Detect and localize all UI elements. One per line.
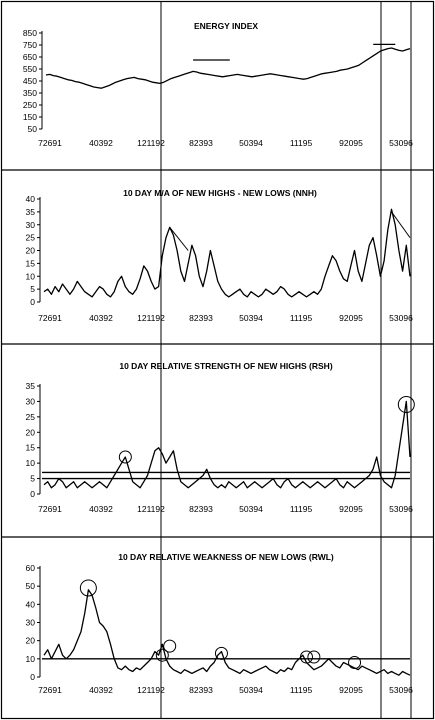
x-tick-label: 121192 bbox=[137, 685, 165, 695]
y-tick-label: 350 bbox=[23, 88, 37, 98]
x-tick-label: 40392 bbox=[89, 685, 113, 695]
y-tick-label: 550 bbox=[23, 64, 37, 74]
x-tick-label: 11195 bbox=[290, 685, 313, 695]
annotation-circle bbox=[307, 650, 321, 664]
x-tick-label: 11195 bbox=[290, 504, 313, 514]
y-tick-label: 10 bbox=[26, 654, 36, 664]
y-tick-label: 15 bbox=[26, 443, 36, 453]
series-line bbox=[43, 208, 411, 298]
y-tick-label: 750 bbox=[23, 40, 37, 50]
y-tick-label: 0 bbox=[30, 672, 35, 682]
x-tick-label: 82393 bbox=[189, 138, 213, 148]
x-tick-label: 50394 bbox=[239, 504, 263, 514]
x-tick-label: 92095 bbox=[339, 138, 363, 148]
y-tick-label: 40 bbox=[26, 599, 36, 609]
rwl-panel: 10 DAY RELATIVE WEAKNESS OF NEW LOWS (RW… bbox=[26, 552, 414, 695]
y-tick-label: 30 bbox=[26, 618, 36, 628]
y-tick-label: 50 bbox=[26, 581, 36, 591]
x-tick-label: 53096 bbox=[389, 504, 413, 514]
x-tick-label: 121192 bbox=[137, 504, 165, 514]
y-tick-label: 35 bbox=[26, 207, 36, 217]
x-tick-label: 40392 bbox=[89, 504, 113, 514]
annotation-circle bbox=[299, 650, 313, 664]
y-tick-label: 450 bbox=[23, 76, 37, 86]
x-tick-label: 92095 bbox=[339, 504, 363, 514]
x-tick-label: 72691 bbox=[38, 313, 62, 323]
y-tick-label: 850 bbox=[23, 28, 37, 38]
y-tick-label: 0 bbox=[30, 297, 35, 307]
x-tick-label: 72691 bbox=[38, 504, 62, 514]
y-tick-label: 15 bbox=[26, 258, 36, 268]
x-tick-label: 72691 bbox=[38, 138, 62, 148]
trend-line bbox=[169, 227, 189, 251]
x-tick-label: 40392 bbox=[89, 313, 113, 323]
panel-title: 10 DAY RELATIVE STRENGTH OF NEW HIGHS (R… bbox=[119, 361, 332, 371]
x-tick-label: 82393 bbox=[189, 313, 213, 323]
panel-title: ENERGY INDEX bbox=[194, 21, 258, 31]
y-tick-label: 5 bbox=[30, 284, 35, 294]
y-tick-label: 20 bbox=[26, 636, 36, 646]
y-tick-label: 35 bbox=[26, 381, 36, 391]
y-tick-label: 10 bbox=[26, 458, 36, 468]
x-tick-label: 72691 bbox=[38, 685, 62, 695]
x-tick-label: 121192 bbox=[137, 313, 165, 323]
panel-title: 10 DAY M/A OF NEW HIGHS - NEW LOWS (NNH) bbox=[123, 188, 317, 198]
x-tick-label: 53096 bbox=[389, 685, 413, 695]
annotation-circle bbox=[155, 648, 169, 662]
x-tick-label: 82393 bbox=[189, 685, 213, 695]
x-tick-label: 50394 bbox=[239, 685, 263, 695]
x-tick-label: 82393 bbox=[189, 504, 213, 514]
annotation-circle bbox=[348, 655, 362, 669]
x-tick-label: 40392 bbox=[89, 138, 113, 148]
y-tick-label: 60 bbox=[26, 563, 36, 573]
x-tick-label: 11195 bbox=[290, 138, 313, 148]
x-tick-label: 92095 bbox=[339, 313, 363, 323]
y-tick-label: 10 bbox=[26, 271, 36, 281]
y-tick-label: 0 bbox=[30, 489, 35, 499]
y-tick-label: 250 bbox=[23, 100, 37, 110]
trend-line bbox=[391, 211, 411, 238]
energy-index-panel: ENERGY INDEX 850 750 650 550 450 350 250 150 507… bbox=[23, 21, 413, 148]
nnh-panel: 10 DAY M/A OF NEW HIGHS - NEW LOWS (NNH)… bbox=[26, 188, 414, 323]
panel-title: 10 DAY RELATIVE WEAKNESS OF NEW LOWS (RW… bbox=[118, 552, 334, 562]
y-tick-label: 20 bbox=[26, 427, 36, 437]
series-line bbox=[43, 589, 411, 676]
annotation-circle bbox=[214, 646, 228, 660]
annotation-circle bbox=[397, 396, 415, 414]
y-tick-label: 25 bbox=[26, 233, 36, 243]
annotation-circle bbox=[118, 450, 132, 464]
annotation-circle bbox=[163, 639, 177, 653]
y-tick-label: 30 bbox=[26, 220, 36, 230]
series-line bbox=[45, 47, 411, 89]
rsh-panel: 10 DAY RELATIVE STRENGTH OF NEW HIGHS (R… bbox=[26, 361, 415, 514]
x-tick-label: 92095 bbox=[339, 685, 363, 695]
y-tick-label: 150 bbox=[23, 112, 37, 122]
y-tick-label: 50 bbox=[28, 124, 38, 134]
x-tick-label: 53096 bbox=[389, 313, 413, 323]
y-tick-label: 40 bbox=[26, 194, 36, 204]
y-tick-label: 25 bbox=[26, 412, 36, 422]
y-tick-label: 5 bbox=[30, 474, 35, 484]
x-tick-label: 11195 bbox=[290, 313, 313, 323]
y-tick-label: 30 bbox=[26, 396, 36, 406]
x-tick-label: 121192 bbox=[137, 138, 165, 148]
x-tick-label: 53096 bbox=[389, 138, 413, 148]
x-tick-label: 50394 bbox=[239, 138, 263, 148]
x-tick-label: 50394 bbox=[239, 313, 263, 323]
y-tick-label: 650 bbox=[23, 52, 37, 62]
series-line bbox=[43, 400, 411, 489]
y-tick-label: 20 bbox=[26, 246, 36, 256]
annotation-circle bbox=[79, 579, 97, 597]
